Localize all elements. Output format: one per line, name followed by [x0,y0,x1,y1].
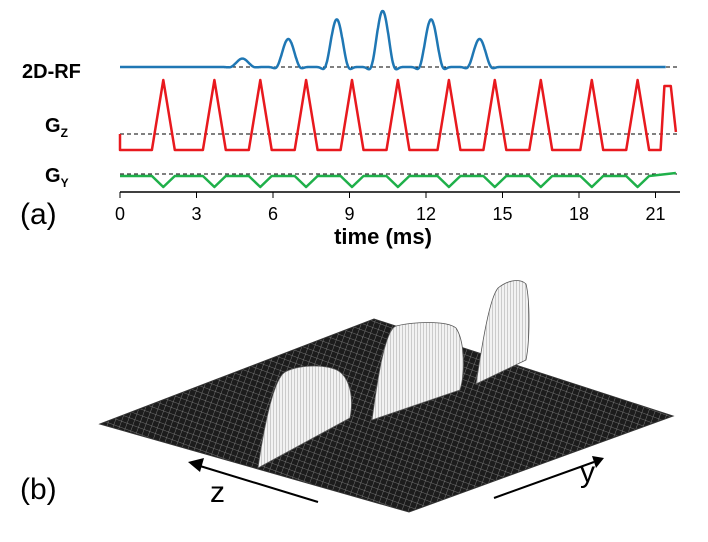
tick-label: 6 [268,204,278,224]
channel-label-rf: 2D-RF [22,61,81,83]
tick-label: 9 [344,204,354,224]
excitation-ridge-3 [475,280,530,385]
z-arrow-head [188,458,204,472]
z-arrow-shaft [199,465,319,503]
gz-waveform [118,78,678,152]
panel-a-label: (a) [20,198,57,231]
rf-waveform [119,9,667,71]
tick-label: 12 [416,204,436,224]
gy-label-subscript: Y [61,176,69,190]
panel-b-label: (b) [20,473,57,506]
gz-label-main: G [45,115,61,137]
gy-label-main: G [45,165,61,187]
time-axis-ticks: 0 3 6 9 12 15 18 21 [115,192,666,224]
excitation-ridge-1 [257,365,352,469]
excitation-ridge-2 [371,322,464,421]
channel-label-gy: GY [45,165,69,190]
y-axis-label: y [580,456,595,489]
y-arrow-shaft [493,461,595,499]
tick-label: 3 [191,204,201,224]
gz-label-subscript: Z [61,126,68,140]
y-arrow-head [592,456,604,468]
z-axis-label: z [210,476,225,509]
time-axis-label: time (ms) [334,224,432,249]
tick-label: 18 [569,204,589,224]
tick-label: 15 [492,204,512,224]
surface-plane [98,318,675,513]
gy-waveform [120,171,677,189]
tick-label: 21 [645,204,665,224]
tick-label: 0 [115,204,125,224]
channel-label-gz: GZ [45,115,68,140]
